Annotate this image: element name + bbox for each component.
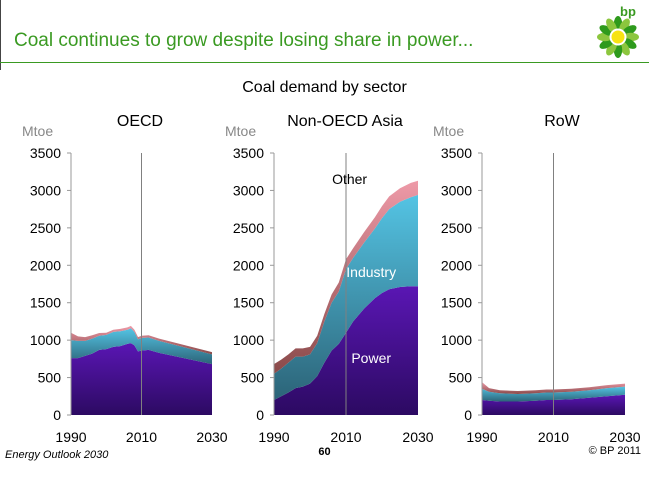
- y-tick-label-0-2000: 2000: [30, 257, 61, 273]
- title-rule: [0, 62, 649, 63]
- y-tick-label-2-500: 500: [449, 370, 473, 386]
- y-tick-label-0-2500: 2500: [30, 220, 61, 236]
- x-tick-label-2-2030: 2030: [609, 429, 640, 445]
- y-tick-label-0-1000: 1000: [30, 332, 61, 348]
- y-tick-label-1-3000: 3000: [233, 182, 264, 198]
- area-other-1: [274, 180, 418, 374]
- y-tick-label-1-2500: 2500: [233, 220, 264, 236]
- series-label-industry: Industry: [346, 264, 396, 280]
- x-tick-label-0-1990: 1990: [55, 429, 86, 445]
- panel-title-2: RoW: [544, 113, 580, 130]
- x-tick-label-0-2030: 2030: [196, 429, 227, 445]
- x-tick-label-0-2010: 2010: [126, 429, 157, 445]
- y-tick-label-1-1500: 1500: [233, 295, 264, 311]
- page-number: 60: [318, 446, 331, 458]
- y-tick-label-1-500: 500: [241, 370, 265, 386]
- area-other-2: [482, 382, 625, 394]
- unit-label-0: Mtoe: [22, 123, 53, 139]
- unit-label-1: Mtoe: [225, 123, 256, 139]
- slide-title: Coal continues to grow despite losing sh…: [14, 30, 474, 51]
- y-tick-label-2-1000: 1000: [441, 332, 472, 348]
- footer-report-name: Energy Outlook 2030: [5, 449, 109, 461]
- bp-helios-logo-icon: [597, 16, 639, 58]
- x-tick-label-1-2010: 2010: [330, 429, 361, 445]
- y-tick-label-0-3500: 3500: [30, 145, 61, 161]
- y-tick-label-0-1500: 1500: [30, 295, 61, 311]
- series-label-power: Power: [351, 350, 391, 366]
- series-label-other: Other: [332, 171, 367, 187]
- panel-title-1: Non-OECD Asia: [287, 113, 403, 130]
- y-tick-label-2-3500: 3500: [441, 145, 472, 161]
- y-tick-label-2-2000: 2000: [441, 257, 472, 273]
- x-tick-label-2-2010: 2010: [538, 429, 569, 445]
- y-tick-label-1-2000: 2000: [233, 257, 264, 273]
- unit-label-2: Mtoe: [433, 123, 464, 139]
- y-tick-label-2-1500: 1500: [441, 295, 472, 311]
- helios-outer-petals: [597, 16, 639, 58]
- y-tick-label-0-0: 0: [53, 407, 61, 423]
- y-tick-label-0-500: 500: [38, 370, 62, 386]
- y-tick-label-1-1000: 1000: [233, 332, 264, 348]
- x-tick-label-1-1990: 1990: [258, 429, 289, 445]
- y-tick-label-2-2500: 2500: [441, 220, 472, 236]
- x-tick-label-1-2030: 2030: [402, 429, 433, 445]
- area-other-0: [71, 325, 212, 355]
- helios-center: [611, 30, 625, 44]
- footer-copyright: © BP 2011: [588, 445, 641, 457]
- y-tick-label-1-3500: 3500: [233, 145, 264, 161]
- left-rule: [0, 0, 1, 70]
- y-tick-label-2-0: 0: [464, 407, 472, 423]
- bp-logo-text: bp: [620, 4, 636, 19]
- y-tick-label-0-3000: 3000: [30, 182, 61, 198]
- chart-subtitle: Coal demand by sector: [242, 79, 407, 96]
- panel-title-0: OECD: [117, 113, 163, 130]
- y-tick-label-1-0: 0: [256, 407, 264, 423]
- x-tick-label-2-1990: 1990: [466, 429, 497, 445]
- y-tick-label-2-3000: 3000: [441, 182, 472, 198]
